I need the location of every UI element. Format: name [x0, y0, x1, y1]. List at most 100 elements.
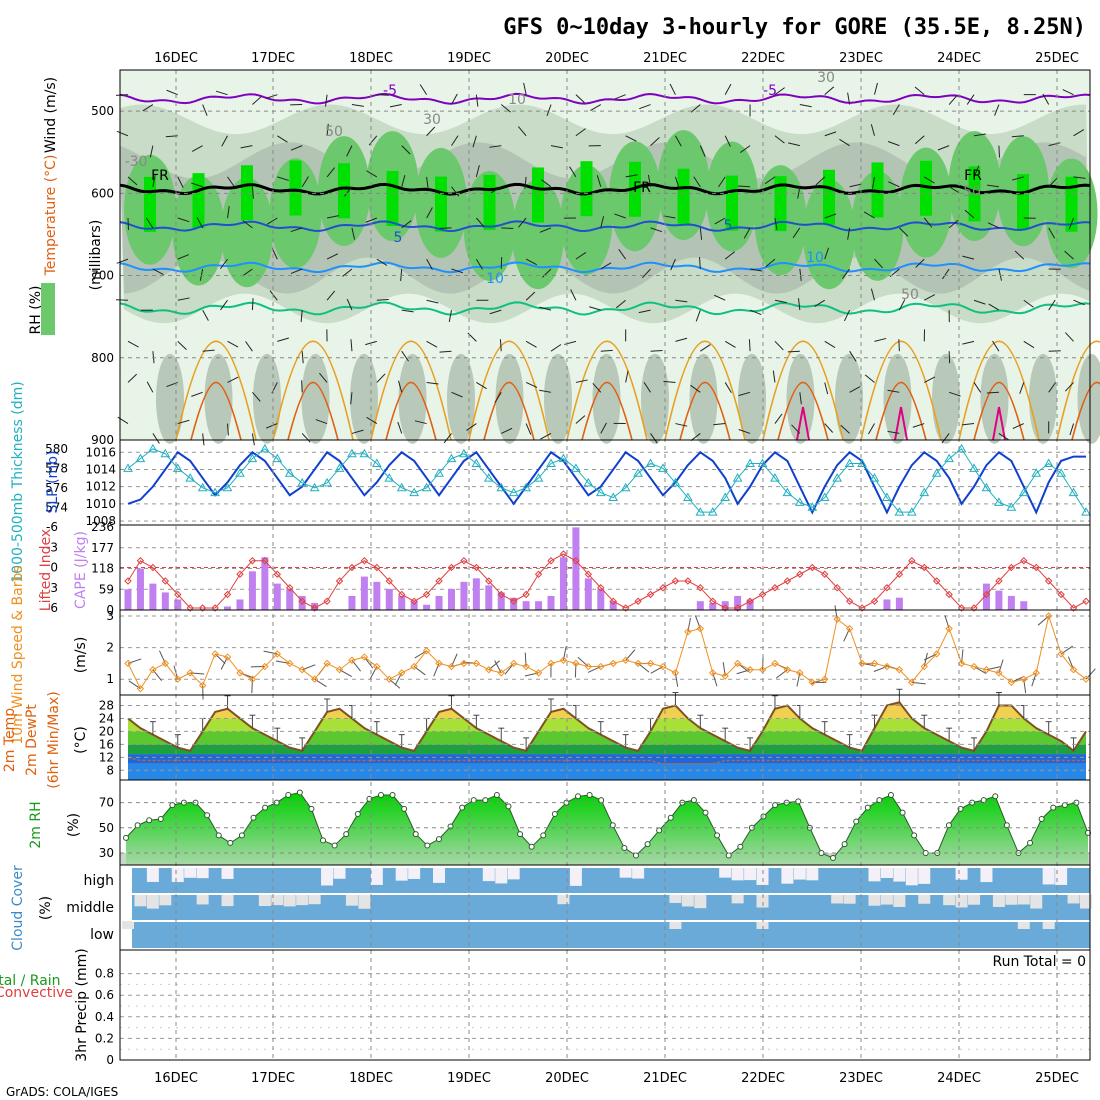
rh-marker: [505, 803, 512, 810]
wind10-marker: [447, 662, 456, 671]
wind-barb: [166, 89, 178, 96]
cloud-gap: [122, 921, 134, 929]
rh-marker: [412, 831, 419, 838]
rh-green-8: [512, 179, 564, 290]
lifted-marker: [136, 557, 145, 565]
wind-barb: [690, 384, 701, 393]
cloud-gap: [146, 894, 159, 909]
thickness-marker: [160, 448, 171, 458]
wind-barb: [625, 370, 629, 383]
wind-barb: [499, 339, 502, 352]
cape-bar: [734, 595, 742, 610]
cape-bar: [311, 602, 319, 610]
lifted-marker: [124, 577, 132, 585]
wind-barb: [301, 176, 309, 188]
wind-barb: [227, 423, 229, 436]
rh-marker: [517, 831, 524, 838]
wind10-marker: [522, 662, 530, 671]
wind-barb: [376, 94, 389, 96]
wind-barb: [948, 391, 961, 397]
rh-bright-9: [580, 161, 593, 217]
rh-marker: [841, 841, 848, 848]
lifted-marker: [634, 597, 642, 605]
thickness-tick-578: 578: [45, 461, 68, 475]
wind-barb: [799, 104, 812, 108]
lifted-marker: [733, 604, 742, 612]
wind10-marker: [1069, 666, 1078, 674]
cape-bar: [149, 583, 157, 610]
rh-marker: [528, 843, 535, 850]
wind10-marker: [970, 662, 978, 671]
cape-bar: [547, 595, 555, 610]
x-tick-bottom-19DEC: 19DEC: [447, 1071, 491, 1086]
cloud-gap: [744, 867, 757, 881]
x-tick-top-24DEC: 24DEC: [937, 51, 981, 66]
wind-barb: [714, 217, 726, 225]
lifted-marker: [497, 590, 505, 599]
cloud-gap: [433, 867, 446, 883]
thickness-marker: [1081, 507, 1091, 516]
temp-contour-25-2: [385, 381, 437, 441]
lifted-marker: [995, 577, 1003, 585]
rh-bright-13: [774, 176, 787, 232]
thickness-marker: [1068, 487, 1079, 497]
wind-barb: [542, 268, 552, 278]
thickness-marker: [508, 487, 519, 497]
wind10-marker: [1020, 675, 1028, 683]
cape-bar: [410, 601, 418, 610]
wind-barb: [202, 433, 205, 446]
thickness-marker: [185, 473, 196, 482]
rh-marker: [609, 822, 616, 829]
wind-barb: [300, 310, 303, 323]
rh-marker: [887, 792, 894, 799]
wind-barb: [127, 340, 139, 348]
rh-marker: [864, 804, 871, 811]
temp-contour-30-1: [894, 406, 908, 441]
wind-barb: [368, 135, 378, 146]
wind-barb: [146, 381, 154, 393]
rh-low-grey-8: [544, 353, 572, 444]
thickness-marker: [459, 448, 469, 458]
cloud-gap: [321, 867, 334, 886]
rh-marker: [238, 832, 245, 839]
cloud-gap: [296, 894, 309, 906]
cloud-gap: [408, 867, 421, 879]
lifted-marker: [460, 557, 468, 565]
rh-marker: [656, 827, 663, 834]
wind-barb: [713, 423, 726, 426]
thickness-marker: [571, 463, 581, 472]
rh-green-14: [803, 179, 855, 290]
wind-barb: [614, 94, 626, 100]
rh2m-tick-30: 30: [99, 846, 114, 860]
wind-barb: [675, 423, 688, 427]
y-tick-700: 700: [91, 269, 114, 283]
temp-band-6: [128, 702, 1086, 706]
thickness-marker: [235, 468, 245, 477]
temp-contour-25-0: [190, 381, 242, 441]
rh-marker: [1050, 804, 1057, 811]
wind10-tick-2: 2: [106, 641, 114, 655]
cloud-gap: [159, 894, 172, 906]
lifted-marker: [236, 570, 244, 578]
thickness-marker: [334, 463, 345, 472]
cloud-gap: [308, 894, 321, 905]
wind-barb: [518, 217, 527, 228]
wind-barb: [539, 389, 552, 393]
wind-barb: [887, 430, 900, 434]
lifted-marker: [597, 584, 605, 592]
thickness-marker: [670, 477, 681, 487]
rh-marker: [725, 852, 732, 859]
thickness-marker: [1018, 487, 1029, 497]
lifted-tick-0: 0: [50, 561, 58, 575]
lifted-marker: [385, 577, 393, 585]
lifted-marker: [709, 597, 717, 605]
wind-barb: [523, 82, 527, 95]
wind-barb: [439, 350, 452, 353]
wind-barb: [570, 289, 577, 301]
wind-barb: [650, 137, 660, 147]
wind10-marker: [733, 659, 742, 668]
cape-tick-0: 0: [106, 603, 114, 617]
cloud-gap: [495, 867, 508, 884]
lifted-marker: [1057, 590, 1065, 599]
temp-contour-20-2: [370, 340, 452, 441]
